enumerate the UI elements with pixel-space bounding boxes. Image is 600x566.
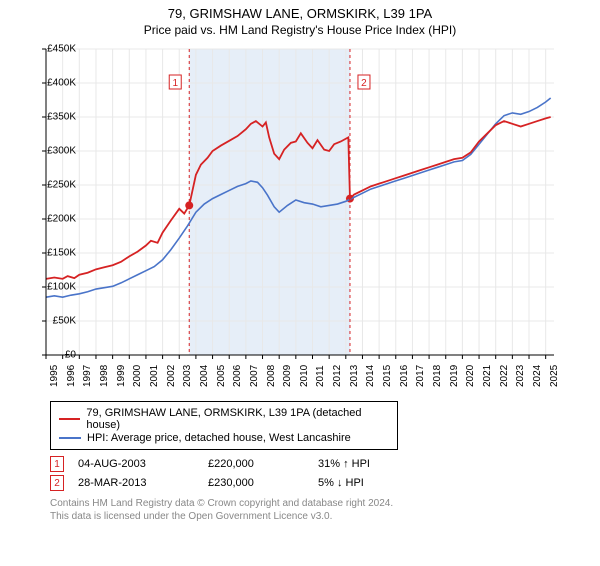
x-tick-label: 2015: [382, 365, 393, 387]
x-tick-label: 2006: [232, 365, 243, 387]
y-tick-label: £300K: [36, 146, 76, 157]
x-tick-label: 2005: [216, 365, 227, 387]
x-tick-label: 1999: [116, 365, 127, 387]
event-date-1: 04-AUG-2003: [78, 458, 208, 470]
event-pct-1: 31% ↑ HPI: [318, 458, 418, 470]
x-tick-label: 2023: [515, 365, 526, 387]
x-tick-label: 1996: [66, 365, 77, 387]
footer-line-1: Contains HM Land Registry data © Crown c…: [50, 497, 600, 510]
y-tick-label: £400K: [36, 78, 76, 89]
footer-line-2: This data is licensed under the Open Gov…: [50, 510, 600, 523]
x-tick-label: 2022: [499, 365, 510, 387]
y-tick-label: £0: [36, 350, 76, 361]
x-tick-label: 2011: [315, 365, 326, 387]
x-tick-label: 2012: [332, 365, 343, 387]
y-tick-label: £100K: [36, 282, 76, 293]
legend-label-hpi: HPI: Average price, detached house, West…: [87, 432, 351, 444]
event-pct-2: 5% ↓ HPI: [318, 477, 418, 489]
x-tick-label: 2019: [449, 365, 460, 387]
x-tick-label: 2025: [549, 365, 560, 387]
chart-area: 12 £0£50K£100K£150K£200K£250K£300K£350K£…: [40, 45, 600, 393]
event-row-2: 2 28-MAR-2013 £230,000 5% ↓ HPI: [50, 475, 600, 491]
x-tick-label: 1997: [82, 365, 93, 387]
footer-text: Contains HM Land Registry data © Crown c…: [50, 497, 600, 523]
x-tick-label: 1995: [49, 365, 60, 387]
x-tick-label: 2017: [415, 365, 426, 387]
x-tick-label: 1998: [99, 365, 110, 387]
y-tick-label: £250K: [36, 180, 76, 191]
y-tick-label: £350K: [36, 112, 76, 123]
event-date-2: 28-MAR-2013: [78, 477, 208, 489]
x-tick-label: 2024: [532, 365, 543, 387]
event-table: 1 04-AUG-2003 £220,000 31% ↑ HPI 2 28-MA…: [50, 456, 600, 491]
x-tick-label: 2016: [399, 365, 410, 387]
legend-swatch-hpi: [59, 437, 81, 439]
chart-container: 79, GRIMSHAW LANE, ORMSKIRK, L39 1PA Pri…: [0, 6, 600, 566]
event-row-1: 1 04-AUG-2003 £220,000 31% ↑ HPI: [50, 456, 600, 472]
x-tick-label: 2003: [182, 365, 193, 387]
x-tick-label: 2000: [132, 365, 143, 387]
legend-swatch-property: [59, 418, 80, 420]
x-tick-label: 2009: [282, 365, 293, 387]
legend-row-property: 79, GRIMSHAW LANE, ORMSKIRK, L39 1PA (de…: [59, 407, 389, 431]
legend-label-property: 79, GRIMSHAW LANE, ORMSKIRK, L39 1PA (de…: [86, 407, 389, 431]
x-tick-label: 2004: [199, 365, 210, 387]
event-marker-2: 2: [50, 475, 64, 491]
legend-row-hpi: HPI: Average price, detached house, West…: [59, 432, 389, 444]
y-tick-label: £50K: [36, 316, 76, 327]
svg-text:2: 2: [361, 78, 367, 89]
event-marker-1: 1: [50, 456, 64, 472]
y-tick-label: £200K: [36, 214, 76, 225]
x-tick-label: 2002: [166, 365, 177, 387]
legend-box: 79, GRIMSHAW LANE, ORMSKIRK, L39 1PA (de…: [50, 401, 398, 450]
x-tick-label: 2007: [249, 365, 260, 387]
x-tick-label: 2013: [349, 365, 360, 387]
chart-subtitle: Price paid vs. HM Land Registry's House …: [0, 23, 600, 37]
x-tick-label: 2010: [299, 365, 310, 387]
event-price-2: £230,000: [208, 477, 318, 489]
chart-title: 79, GRIMSHAW LANE, ORMSKIRK, L39 1PA: [0, 6, 600, 21]
x-tick-label: 2008: [266, 365, 277, 387]
x-tick-label: 2001: [149, 365, 160, 387]
y-tick-label: £150K: [36, 248, 76, 259]
event-price-1: £220,000: [208, 458, 318, 470]
x-tick-label: 2021: [482, 365, 493, 387]
svg-text:1: 1: [172, 78, 178, 89]
x-tick-label: 2018: [432, 365, 443, 387]
x-tick-label: 2014: [365, 365, 376, 387]
x-tick-label: 2020: [465, 365, 476, 387]
y-tick-label: £450K: [36, 44, 76, 55]
chart-svg: 12: [40, 45, 560, 375]
